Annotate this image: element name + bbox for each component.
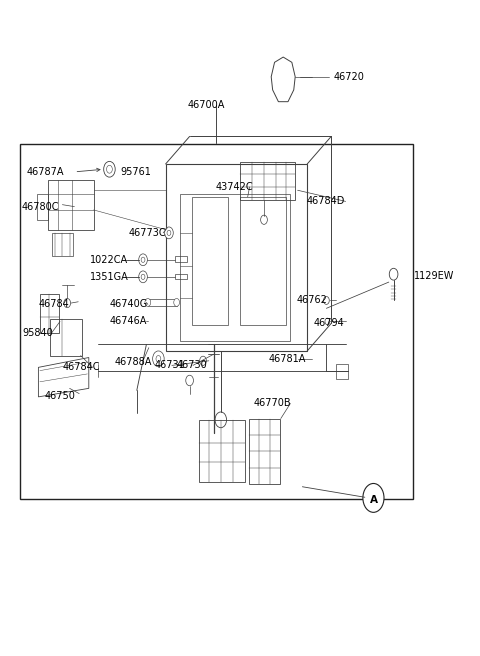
Text: 46773C: 46773C [129, 228, 166, 238]
Bar [37, 194, 48, 220]
Text: 95761: 95761 [120, 167, 151, 177]
Text: 46746A: 46746A [109, 316, 147, 327]
Text: 46762: 46762 [297, 295, 327, 306]
Text: 1129EW: 1129EW [414, 270, 454, 281]
Bar [175, 274, 187, 279]
Text: 46770B: 46770B [253, 398, 291, 409]
Bar [166, 164, 307, 351]
Text: 1022CA: 1022CA [90, 255, 128, 265]
Text: A: A [371, 495, 378, 505]
Text: 46788A: 46788A [114, 357, 152, 367]
Text: 46781A: 46781A [269, 354, 306, 364]
Text: 46750: 46750 [44, 390, 75, 401]
Text: 1351GA: 1351GA [90, 272, 129, 282]
Circle shape [325, 318, 330, 325]
Bar [175, 256, 187, 262]
Bar [48, 180, 94, 230]
Bar [52, 233, 73, 256]
Circle shape [139, 271, 147, 283]
Bar [180, 194, 290, 341]
Bar [336, 364, 348, 379]
Bar [40, 294, 59, 333]
Bar [20, 144, 413, 499]
Bar [240, 162, 295, 200]
Bar [148, 299, 177, 306]
Circle shape [186, 375, 193, 386]
Circle shape [64, 298, 71, 308]
Text: 46730: 46730 [177, 360, 207, 371]
Bar [192, 197, 228, 325]
Text: 95840: 95840 [22, 327, 53, 338]
Circle shape [200, 356, 206, 365]
Circle shape [165, 227, 173, 239]
Text: 43742C: 43742C [216, 182, 253, 192]
Text: 46731: 46731 [155, 360, 185, 371]
Text: 46720: 46720 [334, 72, 364, 82]
Text: 46740G: 46740G [109, 299, 148, 310]
Circle shape [174, 298, 180, 306]
Text: 46784: 46784 [38, 299, 69, 310]
Circle shape [389, 268, 398, 280]
Text: 46784D: 46784D [306, 196, 345, 207]
Text: 46780C: 46780C [22, 201, 59, 212]
Circle shape [104, 161, 115, 177]
Text: 46787A: 46787A [26, 167, 64, 177]
Bar [50, 319, 82, 356]
Text: 46794: 46794 [313, 318, 344, 328]
Bar [199, 420, 245, 482]
Circle shape [139, 254, 147, 266]
Circle shape [153, 351, 164, 367]
Circle shape [261, 215, 267, 224]
Bar [240, 197, 286, 325]
Bar [249, 419, 280, 484]
Circle shape [363, 483, 384, 512]
Circle shape [145, 298, 151, 306]
Polygon shape [271, 57, 295, 102]
Text: 46784C: 46784C [62, 362, 100, 373]
Circle shape [324, 297, 329, 304]
Text: 46700A: 46700A [187, 100, 225, 110]
